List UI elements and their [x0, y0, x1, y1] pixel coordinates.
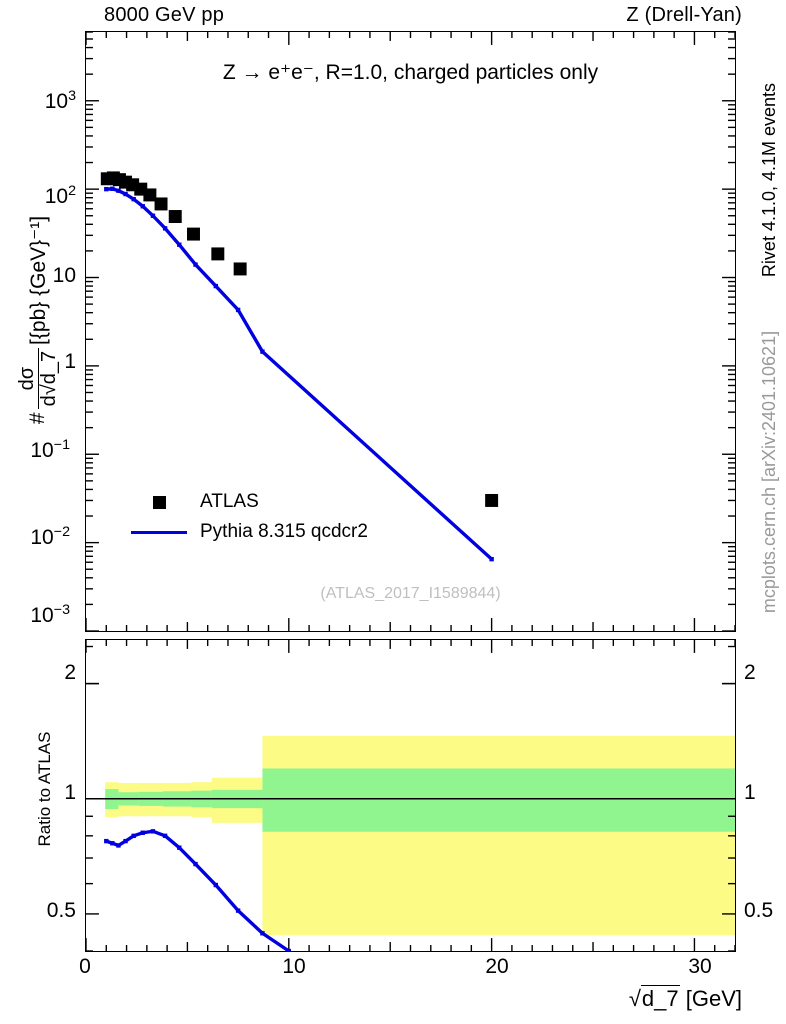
plot-title: Z → e⁺e⁻, R=1.0, charged particles only [222, 61, 599, 84]
legend-label-atlas: ATLAS [200, 491, 259, 512]
sqrt-icon: √d_7 [628, 985, 680, 1011]
x-tick-label-10: 10 [282, 955, 306, 978]
y-tick-label-10: 10 [52, 264, 76, 287]
header-process: Z (Drell-Yan) [626, 4, 742, 26]
ratio-y-tick-label-1-right: 1 [744, 781, 756, 804]
main-plot-svg [86, 32, 735, 631]
y-tick-label-1e-1: 10−1 [30, 437, 70, 462]
legend-label-pythia: Pythia 8.315 qcdcr2 [200, 521, 368, 542]
mcplots-url-caption: mcplots.cern.ch [arXiv:2401.10621] [759, 330, 779, 614]
x-tick-label-0: 0 [79, 955, 91, 978]
line-swatch-icon [128, 530, 190, 534]
legend-item-pythia[interactable]: Pythia 8.315 qcdcr2 [128, 517, 368, 547]
ratio-y-tick-label-2-left: 2 [64, 661, 76, 684]
legend: ATLAS Pythia 8.315 qcdcr2 [128, 487, 368, 547]
y-tick-label-1: 1 [64, 350, 76, 373]
y-axis-units: [{pb} {GeV}⁻¹] [26, 215, 50, 345]
ratio-plot-svg [86, 640, 735, 951]
analysis-watermark: (ATLAS_2017_I1589844) [320, 585, 501, 602]
ratio-plot-panel [85, 639, 736, 952]
main-plot-canvas [86, 32, 735, 631]
ratio-y-tick-label-05-left: 0.5 [46, 899, 76, 922]
y-axis-numerator: dσ [16, 366, 39, 391]
ratio-plot-canvas [86, 640, 735, 951]
x-tick-label-30: 30 [688, 955, 712, 978]
x-axis-units: [GeV] [685, 986, 742, 1011]
ratio-y-tick-label-2-right: 2 [744, 661, 756, 684]
main-plot-panel [85, 31, 736, 632]
legend-item-atlas[interactable]: ATLAS [128, 487, 368, 517]
y-tick-label-1e-2: 10−2 [30, 524, 70, 549]
y-tick-label-1e2: 102 [44, 183, 76, 208]
x-axis-variable: d_7 [640, 985, 680, 1011]
ratio-y-tick-label-1-left: 1 [64, 781, 76, 804]
y-axis-label-ratio: Ratio to ATLAS [35, 731, 54, 847]
ratio-y-tick-label-05-right: 0.5 [744, 899, 774, 922]
y-axis-hash: # [26, 412, 49, 425]
header-beam-info: 8000 GeV pp [104, 4, 225, 26]
y-axis-label-main: # dσ d√d_7 [{pb} {GeV}⁻¹] [16, 110, 60, 530]
square-marker-icon [128, 495, 190, 509]
rivet-version-caption: Rivet 4.1.0, 4.1M events [759, 82, 779, 278]
y-tick-label-1e-3: 10−3 [30, 602, 70, 627]
x-axis-label: √d_7 [GeV] [629, 985, 742, 1012]
y-axis-fraction: dσ d√d_7 [16, 347, 60, 410]
y-tick-label-1e3: 103 [44, 88, 76, 113]
y-axis-denominator: d√d_7 [37, 347, 60, 410]
x-tick-label-20: 20 [485, 955, 509, 978]
